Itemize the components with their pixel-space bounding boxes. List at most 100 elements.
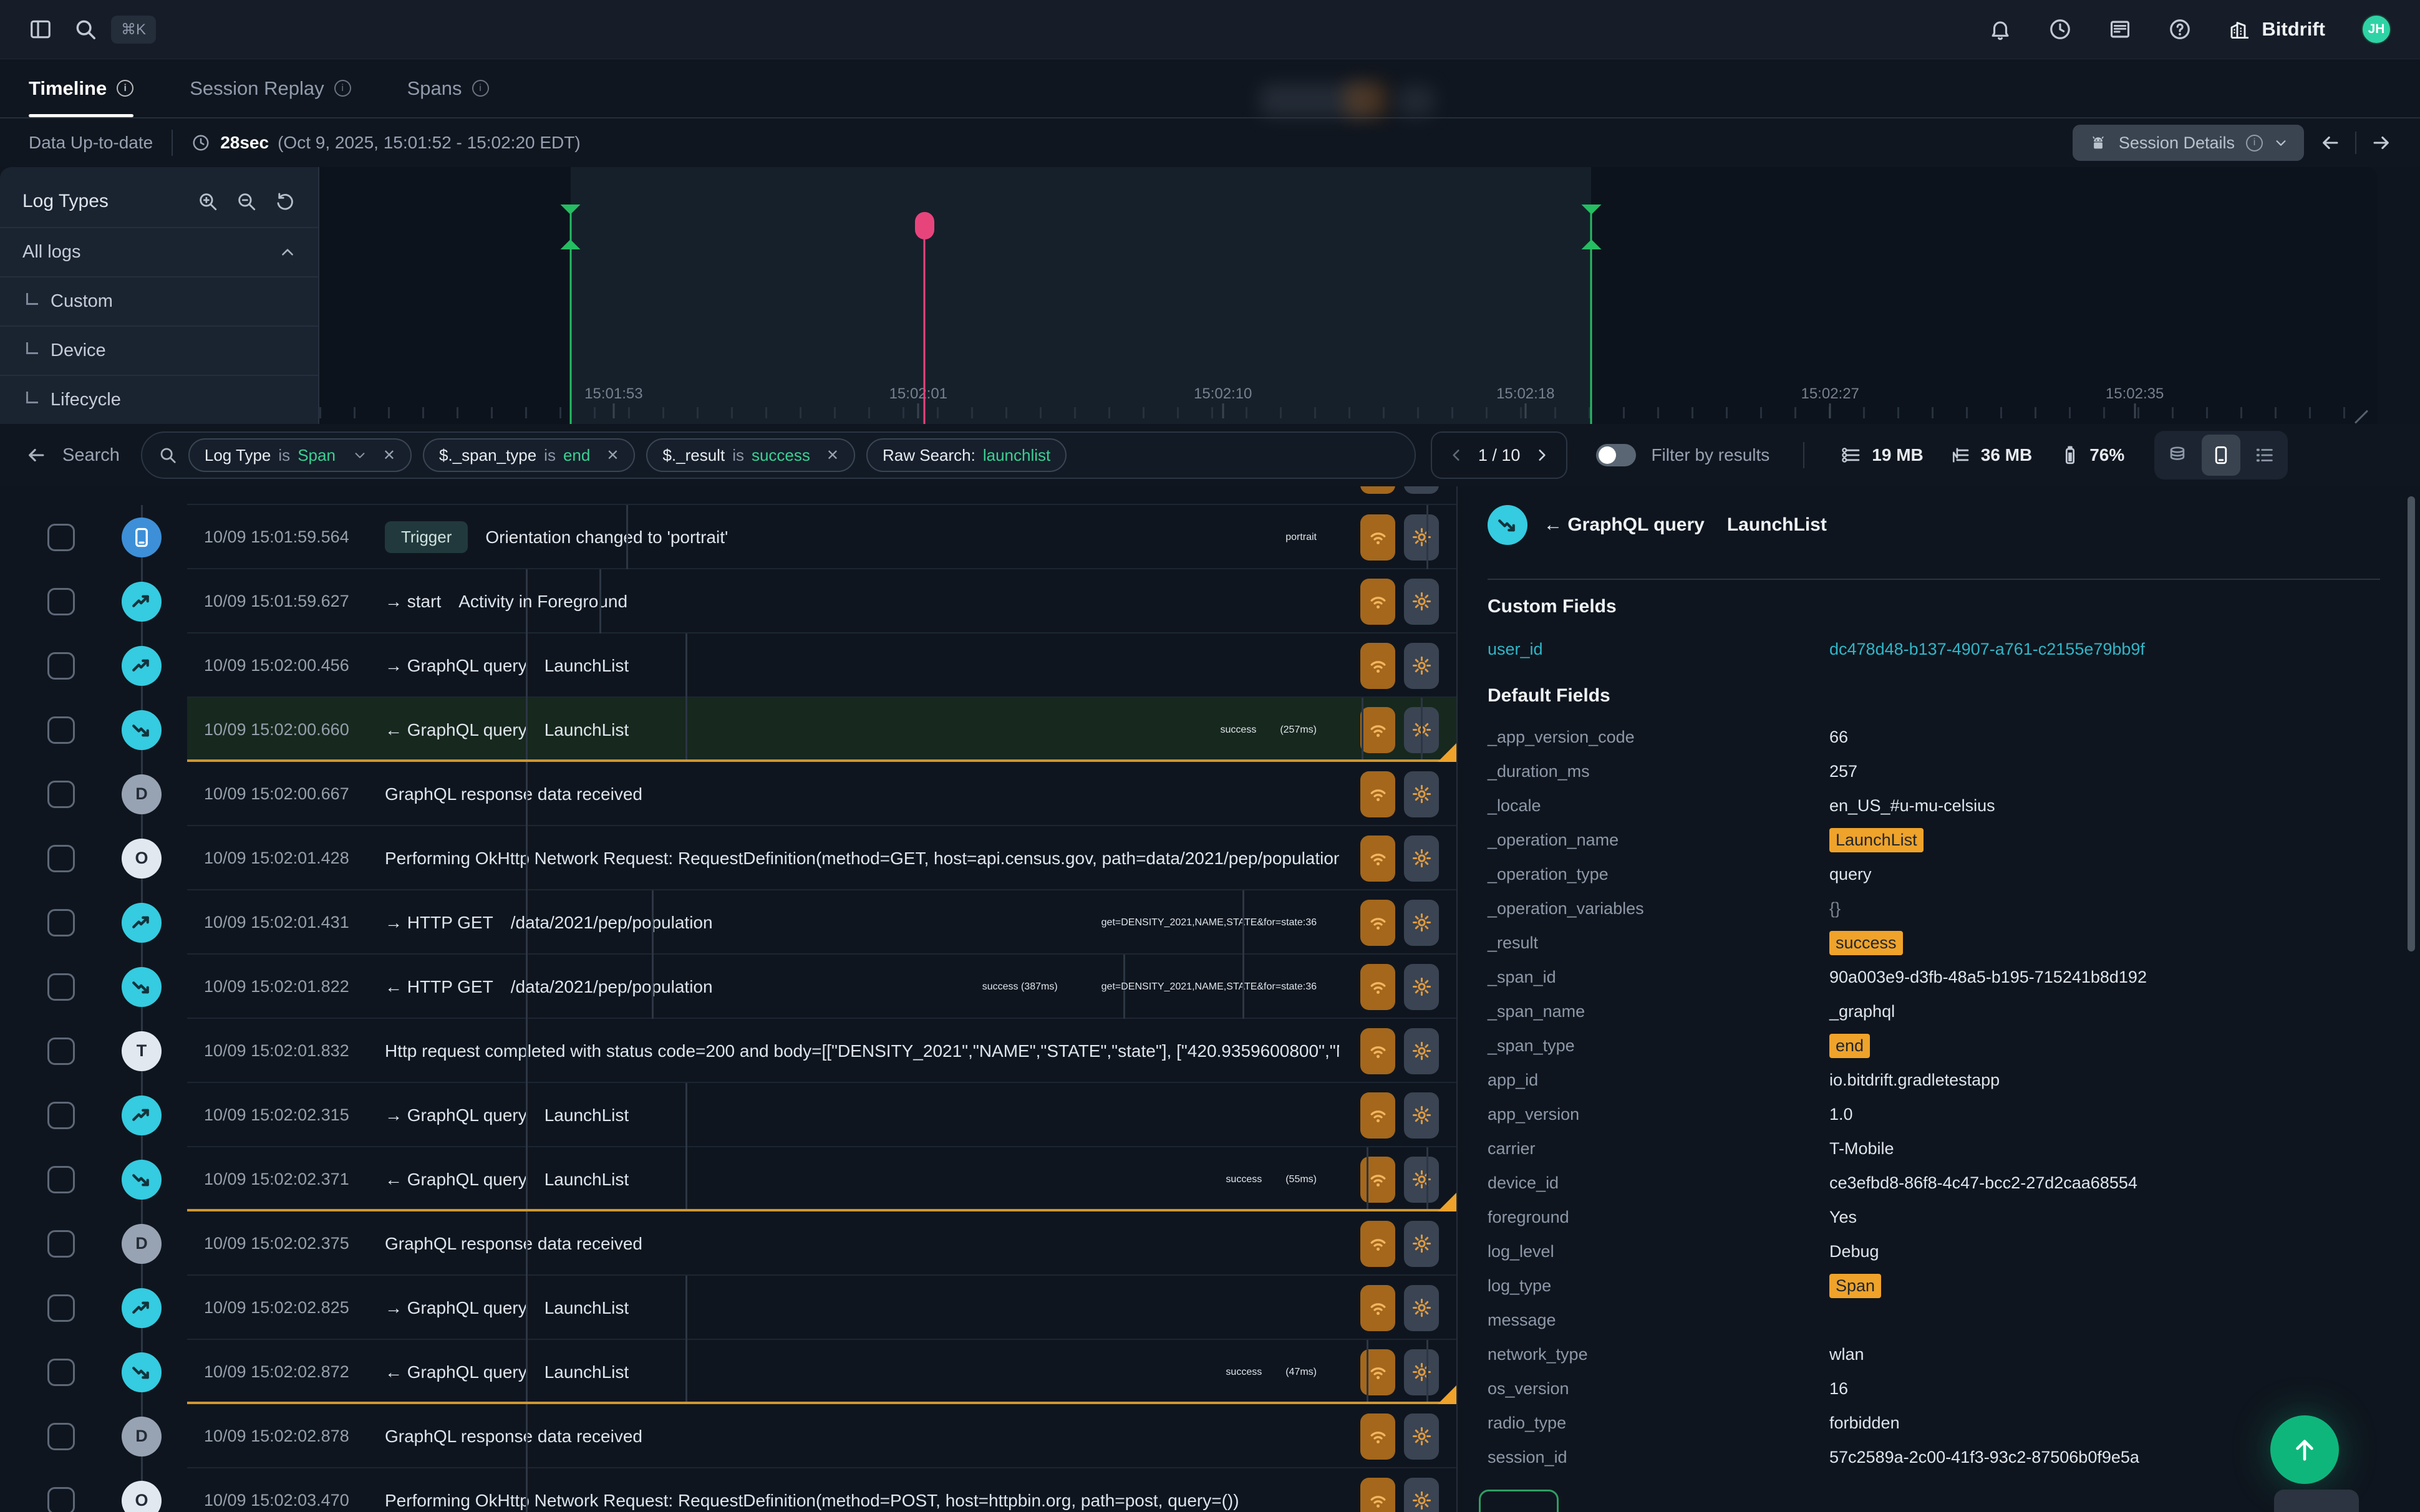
matched-signal-button[interactable] — [1360, 707, 1395, 753]
highlight-settings-button[interactable] — [1404, 1157, 1439, 1203]
log-row[interactable]: D 10/09 15:02:00.667 GraphQL response da… — [0, 762, 1456, 826]
row-checkbox[interactable] — [47, 1359, 75, 1386]
matched-signal-button[interactable] — [1360, 771, 1395, 817]
matched-signal-button[interactable] — [1360, 579, 1395, 625]
remove-filter-icon[interactable]: ✕ — [606, 446, 619, 465]
highlight-settings-button[interactable] — [1404, 900, 1439, 946]
row-checkbox[interactable] — [47, 845, 75, 872]
log-row[interactable]: 10/09 15:02:02.315 → GraphQL query Launc… — [0, 1083, 1456, 1147]
highlight-settings-button[interactable] — [1404, 1092, 1439, 1139]
highlight-settings-button[interactable] — [1404, 835, 1439, 882]
row-checkbox[interactable] — [47, 1294, 75, 1322]
sidebar-toggle-button[interactable] — [29, 17, 52, 41]
partial-action-button[interactable] — [2274, 1490, 2359, 1512]
range-marker[interactable] — [1590, 205, 1592, 424]
matched-signal-button[interactable] — [1360, 1413, 1395, 1460]
row-checkbox[interactable] — [47, 1038, 75, 1065]
filter-chip[interactable]: $._resultissuccess ✕ — [646, 438, 855, 472]
log-row[interactable]: 10/09 15:02:00.456 → GraphQL query Launc… — [0, 633, 1456, 698]
history-icon[interactable] — [2048, 17, 2072, 41]
row-checkbox[interactable] — [47, 1166, 75, 1193]
filter-chip[interactable]: $._span_typeisend ✕ — [423, 438, 635, 472]
filter-chip[interactable]: Log TypeisSpan ✕ — [188, 438, 412, 472]
back-arrow-icon[interactable] — [26, 445, 47, 466]
matched-signal-button[interactable] — [1360, 643, 1395, 689]
log-type-row[interactable]: Custom — [0, 276, 318, 325]
highlight-settings-button[interactable] — [1404, 514, 1439, 561]
org-switcher[interactable]: Bitdrift — [2228, 18, 2325, 41]
tab[interactable]: Session Replay i — [190, 59, 351, 117]
matched-signal-button[interactable] — [1360, 1285, 1395, 1331]
row-checkbox[interactable] — [47, 1230, 75, 1258]
matched-signal-button[interactable] — [1360, 1221, 1395, 1267]
matched-signal-button[interactable] — [1360, 1478, 1395, 1512]
search-button[interactable] — [74, 17, 97, 41]
highlight-settings-button[interactable] — [1404, 964, 1439, 1010]
log-row[interactable]: 10/09 15:02:01.822 ← HTTP GET /data/2021… — [0, 955, 1456, 1019]
matched-signal-button[interactable] — [1360, 1349, 1395, 1395]
row-checkbox[interactable] — [47, 973, 75, 1001]
row-checkbox[interactable] — [47, 524, 75, 551]
filter-by-results-toggle[interactable] — [1596, 444, 1636, 466]
log-row[interactable]: 10/09 15:02:02.825 → GraphQL query Launc… — [0, 1276, 1456, 1340]
field-value[interactable]: dc478d48-b137-4907-a761-c2155e79bb9f — [1829, 640, 2145, 659]
view-logs-button[interactable] — [2158, 435, 2197, 476]
reset-zoom-icon[interactable] — [274, 191, 296, 212]
matched-signal-button[interactable] — [1360, 900, 1395, 946]
scrollbar[interactable] — [2408, 496, 2415, 951]
row-checkbox[interactable] — [47, 716, 75, 744]
matched-signal-button[interactable] — [1360, 514, 1395, 561]
prev-session-button[interactable] — [2320, 132, 2341, 153]
zoom-in-icon[interactable] — [197, 191, 218, 212]
log-row[interactable]: T 10/09 15:02:01.832 Http request comple… — [0, 1019, 1456, 1083]
row-checkbox[interactable] — [47, 781, 75, 808]
matched-signal-button[interactable] — [1360, 1157, 1395, 1203]
row-checkbox[interactable] — [47, 652, 75, 680]
log-type-row[interactable]: Lifecycle — [0, 375, 318, 424]
log-row[interactable]: 10/09 15:02:02.371 ← GraphQL query Launc… — [0, 1147, 1456, 1211]
avatar[interactable]: JH — [2361, 14, 2391, 44]
next-session-button[interactable] — [2370, 132, 2391, 153]
notifications-icon[interactable] — [1988, 17, 2012, 41]
log-row[interactable]: 10/09 15:01:59.627 → start Activity in F… — [0, 569, 1456, 633]
matched-signal-button[interactable] — [1360, 835, 1395, 882]
tab[interactable]: Timeline i — [29, 59, 133, 117]
log-row[interactable]: 10/09 15:02:01.431 → HTTP GET /data/2021… — [0, 890, 1456, 955]
matched-signal-button[interactable] — [1360, 1028, 1395, 1074]
scroll-to-top-button[interactable] — [2270, 1415, 2339, 1484]
highlight-settings-button[interactable] — [1404, 771, 1439, 817]
remove-filter-icon[interactable]: ✕ — [383, 446, 395, 465]
highlight-settings-button[interactable] — [1404, 1028, 1439, 1074]
log-row[interactable] — [0, 486, 1456, 505]
session-details-button[interactable]: Session Details i — [2073, 125, 2304, 161]
log-type-row[interactable]: Device — [0, 325, 318, 375]
matched-signal-button[interactable] — [1360, 964, 1395, 1010]
row-checkbox[interactable] — [47, 1487, 75, 1512]
next-result-icon[interactable] — [1534, 447, 1550, 463]
row-checkbox[interactable] — [47, 1423, 75, 1450]
zoom-out-icon[interactable] — [236, 191, 257, 212]
log-row[interactable]: 10/09 15:02:00.660 ← GraphQL query Launc… — [0, 698, 1456, 762]
partial-action-button[interactable] — [1479, 1490, 1559, 1512]
view-list-button[interactable] — [2245, 435, 2284, 476]
console-icon[interactable] — [2108, 17, 2132, 41]
highlight-settings-button[interactable] — [1404, 1349, 1439, 1395]
log-row[interactable]: 10/09 15:02:02.872 ← GraphQL query Launc… — [0, 1340, 1456, 1404]
highlight-settings-button[interactable] — [1404, 1413, 1439, 1460]
chevron-down-icon[interactable] — [353, 448, 367, 462]
highlight-settings-button[interactable] — [1404, 1478, 1439, 1512]
filter-chip[interactable]: Raw Search:launchlist ✕ — [866, 438, 1067, 472]
highlight-settings-button[interactable] — [1404, 486, 1439, 494]
help-icon[interactable] — [2168, 17, 2192, 41]
log-row[interactable]: D 10/09 15:02:02.878 GraphQL response da… — [0, 1404, 1456, 1468]
log-row[interactable]: O 10/09 15:02:01.428 Performing OkHttp N… — [0, 826, 1456, 890]
timeline-track[interactable]: 15:01:5315:02:0115:02:1015:02:1815:02:27… — [319, 167, 2378, 424]
log-row[interactable]: O 10/09 15:02:03.470 Performing OkHttp N… — [0, 1468, 1456, 1512]
log-row[interactable]: D 10/09 15:02:02.375 GraphQL response da… — [0, 1211, 1456, 1276]
row-checkbox[interactable] — [47, 909, 75, 937]
row-checkbox[interactable] — [47, 1102, 75, 1129]
search-input[interactable]: Log TypeisSpan ✕ $._span_typeisend ✕ $._… — [141, 431, 1416, 479]
matched-signal-button[interactable] — [1360, 1092, 1395, 1139]
highlight-settings-button[interactable] — [1404, 579, 1439, 625]
highlight-settings-button[interactable] — [1404, 1285, 1439, 1331]
